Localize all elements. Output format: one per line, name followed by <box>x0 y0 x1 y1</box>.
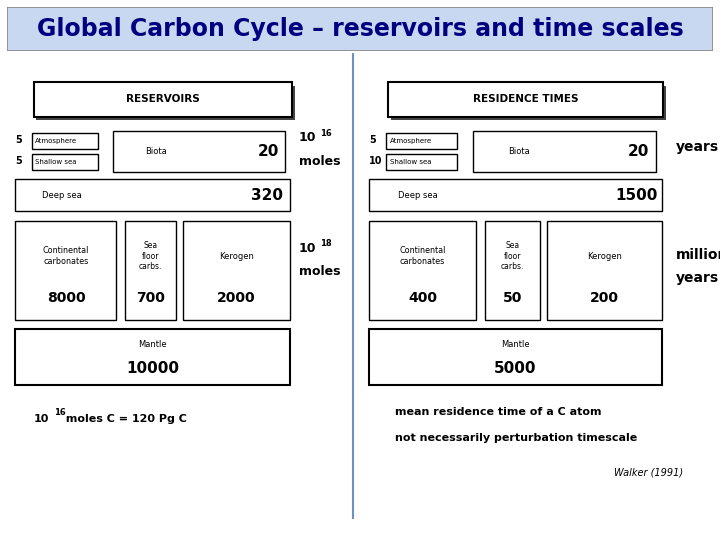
Text: Mantle: Mantle <box>501 340 529 349</box>
Text: Deep sea: Deep sea <box>398 191 438 200</box>
Text: mean residence time of a C atom: mean residence time of a C atom <box>395 407 602 417</box>
Bar <box>113 131 285 172</box>
Text: moles: moles <box>299 265 340 279</box>
Bar <box>369 179 662 211</box>
Bar <box>391 86 666 120</box>
Text: 1500: 1500 <box>616 188 658 202</box>
Text: 10: 10 <box>34 414 49 424</box>
Text: Sea
floor
carbs.: Sea floor carbs. <box>139 241 162 271</box>
Text: Continental
carbonates: Continental carbonates <box>400 246 446 266</box>
Text: years: years <box>676 140 719 154</box>
Text: Walker (1991): Walker (1991) <box>614 467 683 477</box>
Bar <box>34 82 292 117</box>
Text: years: years <box>676 271 719 285</box>
Text: Kerogen: Kerogen <box>587 252 622 261</box>
Text: Deep sea: Deep sea <box>42 191 82 200</box>
Text: 20: 20 <box>258 144 279 159</box>
Bar <box>16 221 117 320</box>
Text: 10: 10 <box>299 242 316 255</box>
Text: Continental
carbonates: Continental carbonates <box>42 246 89 266</box>
Text: 5: 5 <box>16 156 22 166</box>
Text: 5: 5 <box>369 135 376 145</box>
Text: 700: 700 <box>136 291 165 305</box>
Text: Global Carbon Cycle – reservoirs and time scales: Global Carbon Cycle – reservoirs and tim… <box>37 17 683 41</box>
Text: Sea
floor
carbs.: Sea floor carbs. <box>501 241 524 271</box>
Text: 16: 16 <box>54 408 66 417</box>
Text: 5: 5 <box>16 135 22 145</box>
Text: million: million <box>676 248 720 262</box>
Text: Biota: Biota <box>508 147 530 156</box>
Text: 5000: 5000 <box>494 361 536 376</box>
Text: 2000: 2000 <box>217 291 256 305</box>
Bar <box>485 221 540 320</box>
Text: Atmosphere: Atmosphere <box>390 138 432 144</box>
Text: Shallow sea: Shallow sea <box>390 159 431 165</box>
Bar <box>387 154 457 170</box>
Text: 200: 200 <box>590 291 618 305</box>
Bar <box>36 86 294 120</box>
Text: 10: 10 <box>369 156 382 166</box>
Text: Mantle: Mantle <box>139 340 167 349</box>
Bar <box>16 179 290 211</box>
Text: 20: 20 <box>628 144 649 159</box>
Text: RESIDENCE TIMES: RESIDENCE TIMES <box>473 94 579 104</box>
Text: Shallow sea: Shallow sea <box>35 159 77 165</box>
Bar <box>32 133 99 149</box>
Bar <box>387 133 457 149</box>
Text: 8000: 8000 <box>47 291 85 305</box>
Bar <box>16 329 290 384</box>
Text: moles C = 120 Pg C: moles C = 120 Pg C <box>62 414 186 424</box>
Text: moles: moles <box>299 154 340 167</box>
Bar <box>369 221 477 320</box>
Text: RESERVOIRS: RESERVOIRS <box>126 94 199 104</box>
Text: 18: 18 <box>320 239 332 248</box>
Text: 16: 16 <box>320 129 332 138</box>
Bar <box>183 221 290 320</box>
Text: 400: 400 <box>408 291 437 305</box>
Text: 10: 10 <box>299 131 316 144</box>
Bar <box>32 154 99 170</box>
Text: 320: 320 <box>251 188 283 202</box>
Text: not necessarily perturbation timescale: not necessarily perturbation timescale <box>395 433 637 443</box>
Bar <box>388 82 663 117</box>
Text: 50: 50 <box>503 291 522 305</box>
Text: 10000: 10000 <box>127 361 179 376</box>
Bar <box>125 221 176 320</box>
Bar <box>547 221 662 320</box>
Text: Atmosphere: Atmosphere <box>35 138 78 144</box>
Bar <box>473 131 657 172</box>
Text: Kerogen: Kerogen <box>219 252 254 261</box>
Bar <box>369 329 662 384</box>
Text: Biota: Biota <box>145 147 167 156</box>
